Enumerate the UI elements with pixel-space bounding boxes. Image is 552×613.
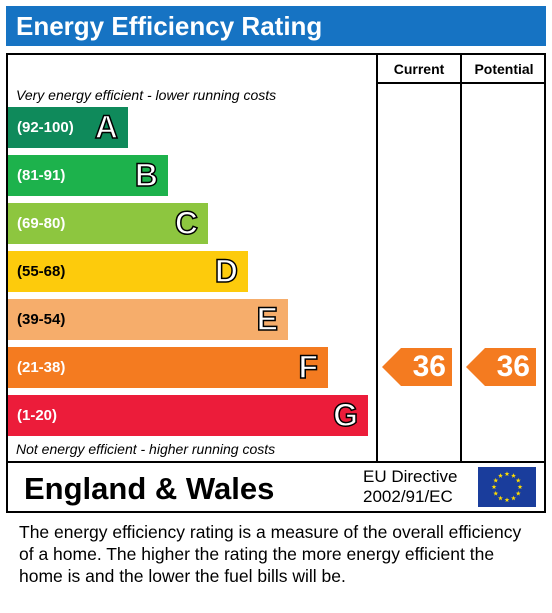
top-note: Very energy efficient - lower running co… xyxy=(16,87,277,103)
current-rating-arrow: 36 xyxy=(382,348,452,386)
potential-rating-arrow: 36 xyxy=(466,348,536,386)
eu-star xyxy=(493,477,499,483)
rating-band-e: (39-54) E xyxy=(8,299,288,340)
bottom-note: Not energy efficient - higher running co… xyxy=(16,441,276,457)
rating-band-a: (92-100) A xyxy=(8,107,128,148)
eu-star xyxy=(491,484,497,490)
current-column-divider xyxy=(376,53,378,463)
header-spacer xyxy=(6,82,378,84)
eu-star xyxy=(517,484,523,490)
band-range-b: (81-91) xyxy=(17,167,66,184)
rating-band-c: (69-80) C xyxy=(8,203,208,244)
eu-star xyxy=(504,497,510,503)
band-range-f: (21-38) xyxy=(17,359,66,376)
description: The energy efficiency rating is a measur… xyxy=(19,522,522,586)
potential-arrow-shape xyxy=(466,348,536,386)
rating-band-d: (55-68) D xyxy=(8,251,248,292)
band-letter-a: A xyxy=(94,108,119,146)
band-range-d: (55-68) xyxy=(17,263,66,280)
band-range-c: (69-80) xyxy=(17,215,66,232)
eu-star xyxy=(504,471,510,477)
band-letter-e: E xyxy=(256,300,279,338)
directive-line-2: 2002/91/EC xyxy=(363,487,453,506)
potential-rating-value: 36 xyxy=(496,350,530,383)
eu-star xyxy=(493,490,499,496)
rating-band-g: (1-20) G xyxy=(8,395,368,436)
eu-star xyxy=(498,495,503,501)
potential-column-header: Potential xyxy=(474,61,534,77)
chart-title: Energy Efficiency Rating xyxy=(6,6,546,46)
band-range-a: (92-100) xyxy=(17,119,74,136)
band-letter-g: G xyxy=(332,396,358,434)
eu-star xyxy=(515,490,521,496)
band-letter-c: C xyxy=(174,204,199,242)
potential-column-divider xyxy=(460,53,462,463)
rating-band-f: (21-38) F xyxy=(8,347,328,388)
rating-band-b: (81-91) B xyxy=(8,155,168,196)
eu-directive: EU Directive 2002/91/EC xyxy=(363,467,457,507)
band-letter-b: B xyxy=(134,156,159,194)
band-range-e: (39-54) xyxy=(17,311,66,328)
eu-flag-icon xyxy=(478,467,536,507)
eu-star xyxy=(511,495,516,501)
current-rating-value: 36 xyxy=(412,350,446,383)
eu-star xyxy=(511,473,516,478)
eu-star xyxy=(498,473,503,478)
band-range-g: (1-20) xyxy=(17,407,58,424)
directive-line-1: EU Directive xyxy=(363,467,458,486)
current-column-header: Current xyxy=(393,61,445,77)
footer: England & Wales EU Directive 2002/91/EC xyxy=(6,463,546,513)
region-label: England & Wales xyxy=(24,471,275,506)
band-letter-d: D xyxy=(214,252,239,290)
band-letter-f: F xyxy=(298,348,319,386)
eu-star xyxy=(515,477,521,483)
header-divider xyxy=(376,82,546,84)
rating-frame xyxy=(6,53,546,463)
current-arrow-shape xyxy=(382,348,452,386)
